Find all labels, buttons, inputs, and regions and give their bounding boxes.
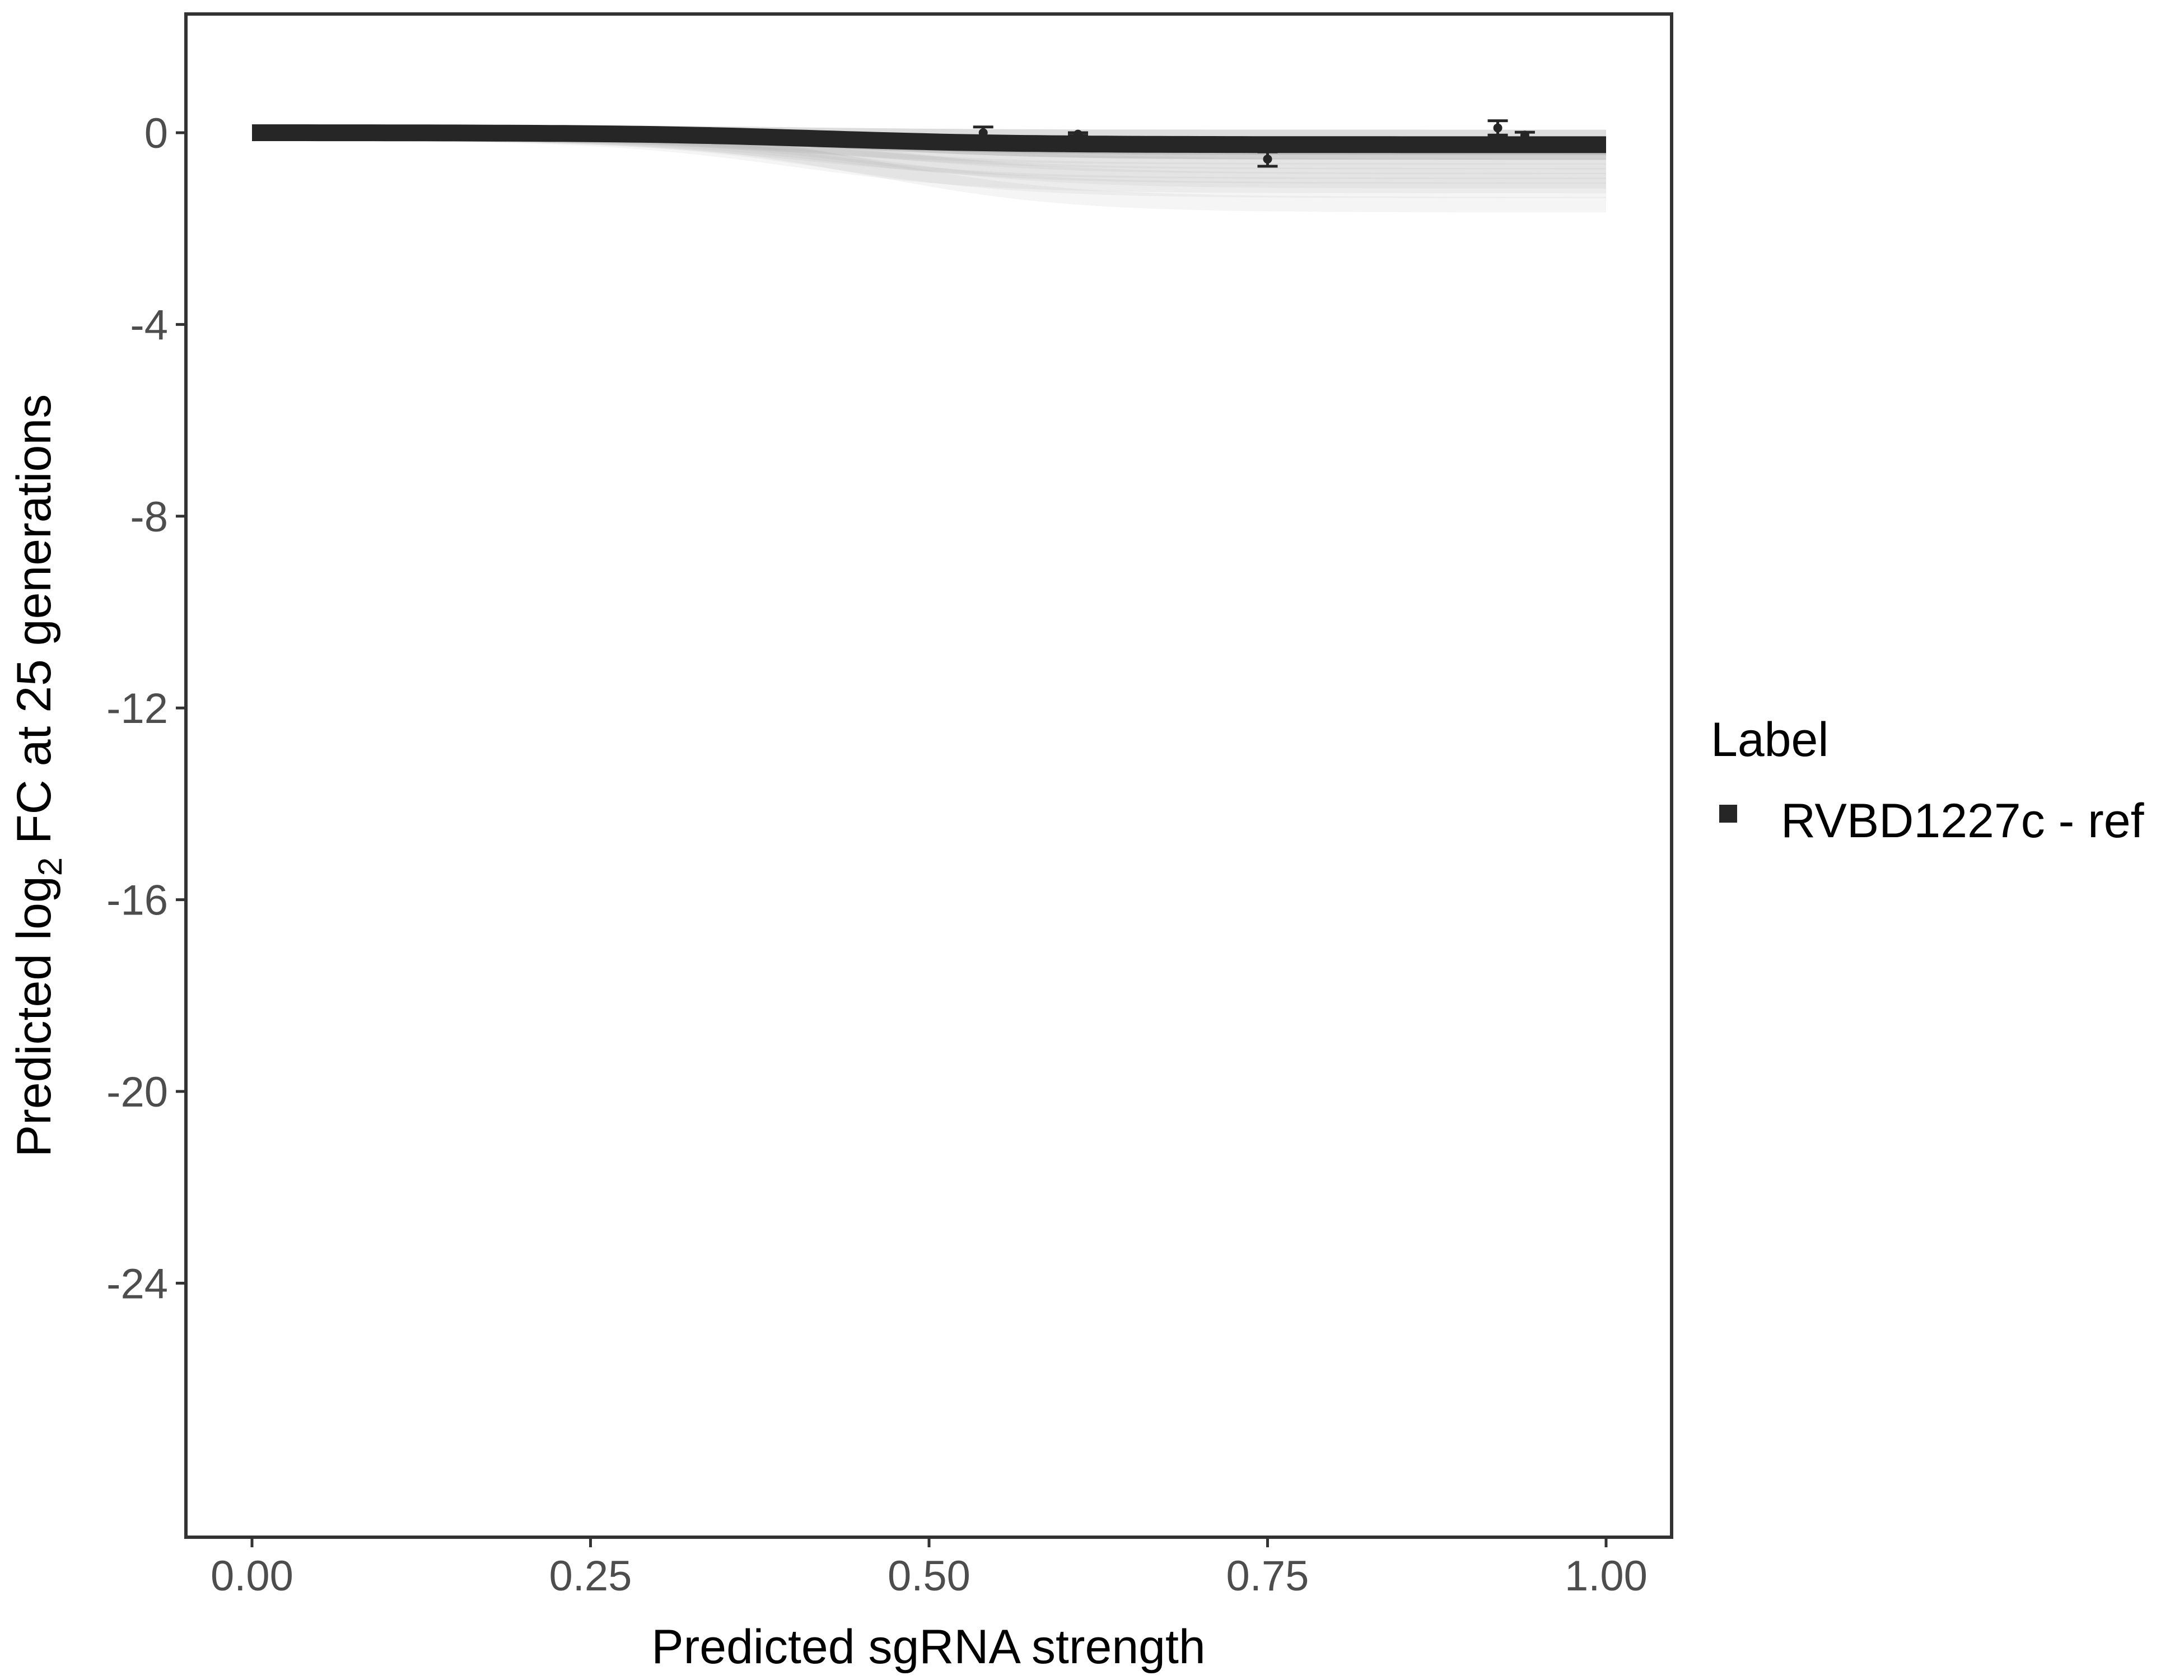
x-tick-label: 1.00 xyxy=(1565,1552,1648,1600)
x-axis: 0.00 0.25 0.50 0.75 1.00 xyxy=(211,1537,1648,1600)
plot-panel-border xyxy=(184,12,1673,1539)
data-points xyxy=(973,119,1535,168)
data-point xyxy=(1257,150,1278,168)
x-tick-label: 0.00 xyxy=(211,1552,293,1600)
data-point xyxy=(1487,119,1508,137)
x-tick-label: 0.25 xyxy=(549,1552,632,1600)
legend-label-rvbd1227c-ref: RVBD1227c - ref xyxy=(1781,794,2145,848)
data-point xyxy=(1067,129,1088,139)
x-axis-title: Predicted sgRNA strength xyxy=(651,1620,1206,1674)
y-tick-label: -12 xyxy=(106,685,168,732)
y-tick-label: -8 xyxy=(130,493,168,541)
legend-key-rvbd1227c-ref xyxy=(1719,805,1737,823)
y-tick-label: 0 xyxy=(144,110,168,157)
legend: Label RVBD1227c - ref xyxy=(1711,713,2145,848)
point-marker xyxy=(1263,155,1272,164)
y-axis: 0 -4 -8 -12 -16 -20 -24 xyxy=(106,110,186,1308)
point-marker xyxy=(1493,123,1502,133)
x-tick-label: 0.50 xyxy=(888,1552,970,1600)
point-marker xyxy=(1073,129,1082,139)
data-point xyxy=(1514,130,1535,140)
legend-title: Label xyxy=(1711,713,1828,767)
y-axis-title: Predicted log2 FC at 25 generations xyxy=(7,394,69,1157)
y-tick-label: -16 xyxy=(106,877,168,925)
point-marker xyxy=(1520,130,1529,140)
y-tick-label: -24 xyxy=(106,1260,168,1308)
y-tick-label: -20 xyxy=(106,1068,168,1116)
series-line-rvbd1227c-ref xyxy=(252,124,1606,153)
y-tick-label: -4 xyxy=(130,301,168,349)
x-tick-label: 0.75 xyxy=(1226,1552,1309,1600)
data-point xyxy=(973,125,993,140)
point-marker xyxy=(978,128,988,137)
